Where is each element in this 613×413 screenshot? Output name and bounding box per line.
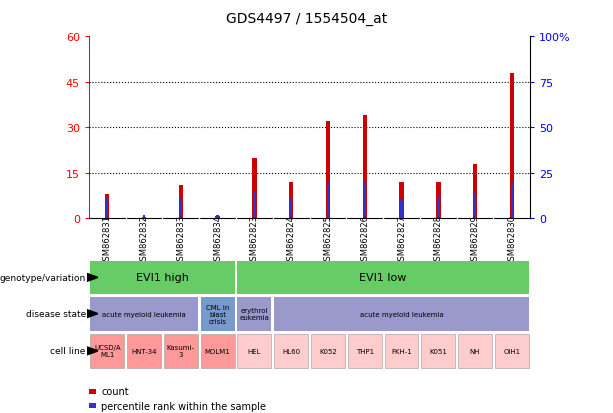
Text: acute myeloid leukemia: acute myeloid leukemia bbox=[360, 311, 443, 317]
Bar bbox=[178, 185, 183, 219]
Text: GSM862827: GSM862827 bbox=[397, 214, 406, 265]
Bar bbox=[290, 197, 292, 219]
Bar bbox=[311, 334, 345, 368]
Text: GSM862823: GSM862823 bbox=[250, 214, 259, 265]
Bar bbox=[90, 261, 235, 294]
Text: GSM862829: GSM862829 bbox=[471, 214, 479, 265]
Bar bbox=[458, 334, 492, 368]
Text: GSM862834: GSM862834 bbox=[213, 214, 222, 265]
Text: EVI1 high: EVI1 high bbox=[136, 273, 189, 283]
Bar bbox=[348, 334, 382, 368]
Text: acute myeloid leukemia: acute myeloid leukemia bbox=[102, 311, 186, 317]
Bar bbox=[215, 216, 220, 219]
Bar bbox=[200, 334, 235, 368]
Text: THP1: THP1 bbox=[356, 348, 374, 354]
Text: GSM862825: GSM862825 bbox=[324, 214, 332, 265]
Bar bbox=[143, 215, 145, 219]
Text: percentile rank within the sample: percentile rank within the sample bbox=[101, 401, 266, 411]
Bar bbox=[511, 183, 513, 219]
Bar bbox=[142, 218, 147, 219]
Bar bbox=[274, 334, 308, 368]
Bar bbox=[216, 215, 219, 219]
Text: MOLM1: MOLM1 bbox=[205, 348, 230, 354]
Text: HNT-34: HNT-34 bbox=[131, 348, 157, 354]
Bar bbox=[474, 193, 476, 219]
Bar bbox=[200, 297, 235, 331]
Polygon shape bbox=[87, 347, 98, 355]
Bar bbox=[289, 183, 294, 219]
Bar bbox=[509, 74, 514, 219]
Polygon shape bbox=[87, 274, 98, 282]
Bar bbox=[437, 195, 440, 219]
Text: disease state: disease state bbox=[26, 309, 86, 318]
Polygon shape bbox=[87, 310, 98, 318]
Bar bbox=[362, 116, 367, 219]
Text: GSM862831: GSM862831 bbox=[103, 214, 112, 265]
Bar bbox=[421, 334, 455, 368]
Text: GDS4497 / 1554504_at: GDS4497 / 1554504_at bbox=[226, 12, 387, 26]
Text: NH: NH bbox=[470, 348, 481, 354]
Bar bbox=[237, 297, 272, 331]
Bar bbox=[327, 183, 329, 219]
Bar bbox=[164, 334, 198, 368]
Bar bbox=[274, 297, 529, 331]
Text: FKH-1: FKH-1 bbox=[391, 348, 412, 354]
Bar bbox=[180, 199, 182, 219]
Bar bbox=[399, 183, 404, 219]
Text: GSM862826: GSM862826 bbox=[360, 214, 369, 265]
Bar bbox=[473, 164, 478, 219]
Bar bbox=[326, 122, 330, 219]
Bar bbox=[90, 334, 124, 368]
Text: GSM862830: GSM862830 bbox=[508, 214, 516, 265]
Text: OIH1: OIH1 bbox=[503, 348, 520, 354]
Text: GSM862832: GSM862832 bbox=[140, 214, 148, 265]
Text: CML in
blast
crisis: CML in blast crisis bbox=[206, 304, 229, 324]
Text: cell line: cell line bbox=[50, 347, 86, 356]
Text: K051: K051 bbox=[429, 348, 447, 354]
Bar bbox=[105, 195, 110, 219]
Text: EVI1 low: EVI1 low bbox=[359, 273, 407, 283]
Bar bbox=[436, 183, 441, 219]
Text: K052: K052 bbox=[319, 348, 337, 354]
Text: GSM862824: GSM862824 bbox=[287, 214, 295, 265]
Text: Kasumi-
3: Kasumi- 3 bbox=[167, 344, 195, 358]
Text: genotype/variation: genotype/variation bbox=[0, 273, 86, 282]
Text: erythrol
eukemia: erythrol eukemia bbox=[240, 307, 269, 320]
Bar bbox=[364, 183, 366, 219]
Text: HL60: HL60 bbox=[282, 348, 300, 354]
Bar bbox=[237, 334, 272, 368]
Bar bbox=[495, 334, 529, 368]
Text: GSM862828: GSM862828 bbox=[434, 214, 443, 265]
Text: GSM862833: GSM862833 bbox=[177, 214, 185, 265]
Bar bbox=[127, 334, 161, 368]
Text: count: count bbox=[101, 386, 129, 396]
Bar bbox=[237, 261, 529, 294]
Text: UCSD/A
ML1: UCSD/A ML1 bbox=[94, 344, 121, 358]
Bar bbox=[106, 199, 109, 219]
Bar bbox=[384, 334, 419, 368]
Text: HEL: HEL bbox=[248, 348, 261, 354]
Bar bbox=[252, 158, 257, 219]
Bar bbox=[400, 201, 403, 219]
Bar bbox=[90, 297, 198, 331]
Bar bbox=[253, 192, 256, 219]
